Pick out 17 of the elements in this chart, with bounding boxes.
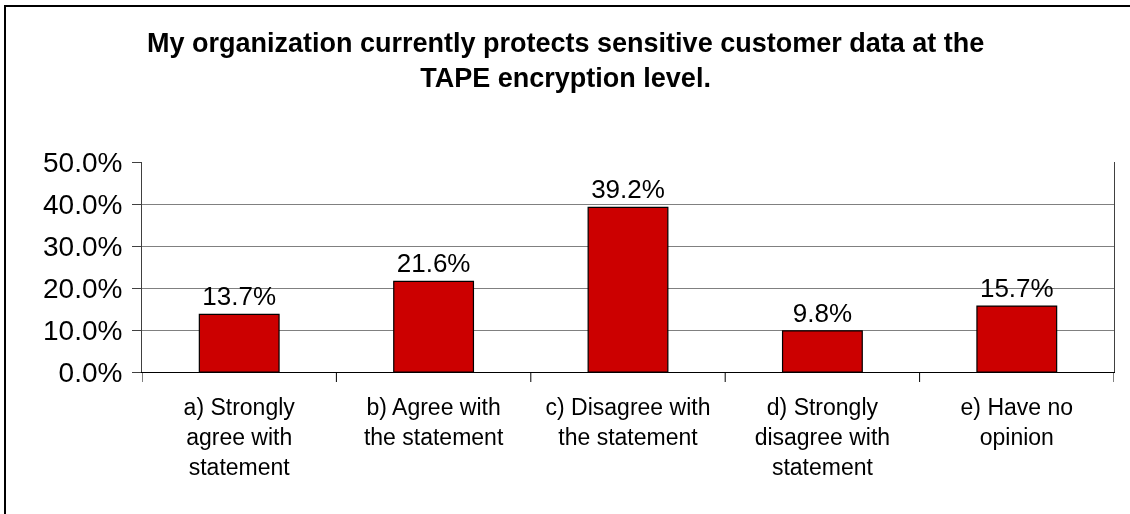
y-tick-label: 10.0% bbox=[42, 314, 123, 346]
x-tick-label: b) Agree with the statement bbox=[363, 393, 504, 450]
y-tick-label: 50.0% bbox=[42, 146, 123, 178]
x-tick-label: e) Have no opinion bbox=[960, 393, 1074, 450]
chart-title: My organization currently protects sensitive customer data at the TAPE encryption level. bbox=[147, 28, 985, 94]
data-label: 39.2% bbox=[591, 174, 665, 205]
data-label: 15.7% bbox=[979, 273, 1054, 304]
x-tick-label: c) Disagree with the statement bbox=[545, 393, 711, 450]
y-tick-label: 0.0% bbox=[58, 356, 123, 388]
y-tick-label: 30.0% bbox=[42, 230, 123, 262]
data-label: 13.7% bbox=[202, 281, 277, 312]
x-tick-label: d) Strongly disagree with statement bbox=[754, 393, 891, 480]
y-tick-label: 40.0% bbox=[42, 188, 123, 220]
data-label: 9.8% bbox=[792, 297, 853, 328]
x-tick-label: a) Strongly agree with statement bbox=[183, 393, 296, 480]
data-label: 21.6% bbox=[396, 248, 471, 279]
y-tick-label: 20.0% bbox=[42, 272, 123, 304]
